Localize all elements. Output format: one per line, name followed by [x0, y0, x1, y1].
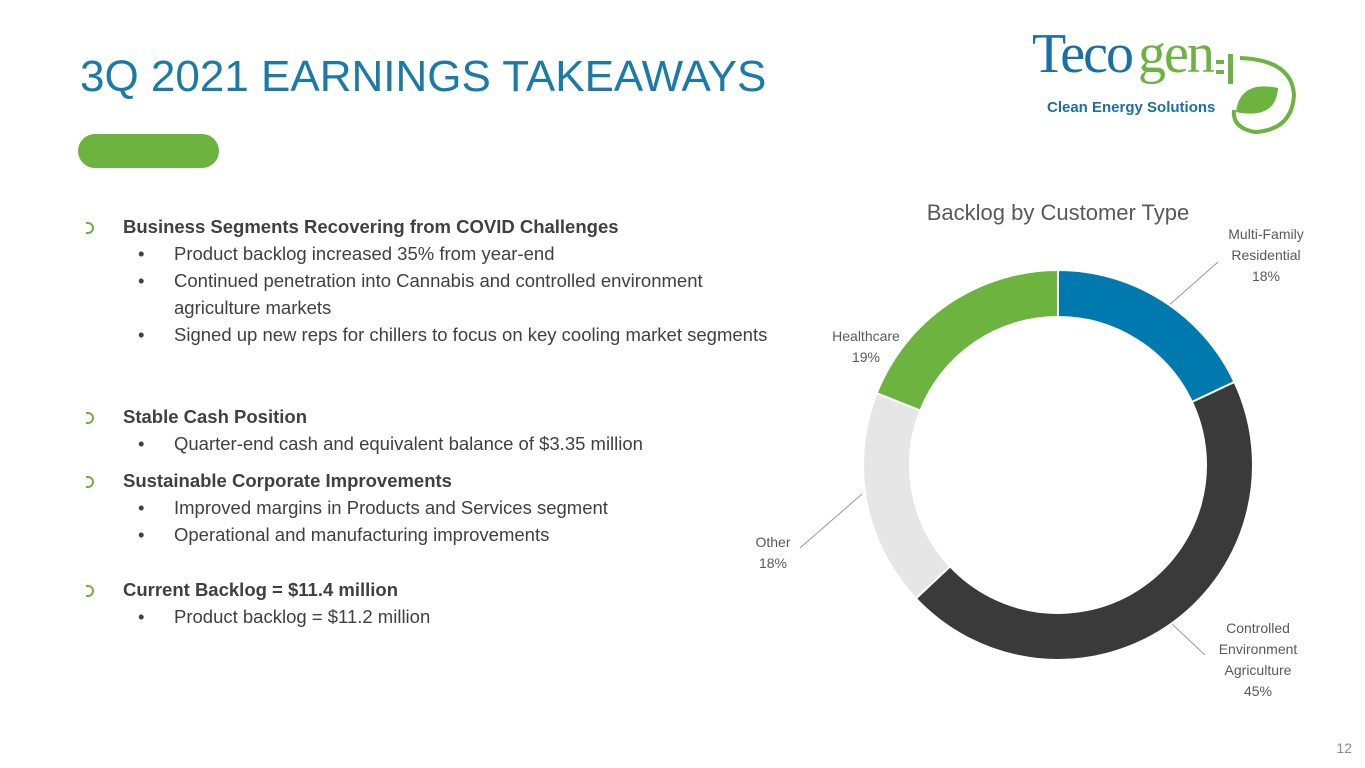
donut-slice [862, 391, 952, 600]
section-heading: Current Backlog = $11.4 million [84, 576, 804, 603]
value-label: 45% [1243, 683, 1273, 699]
data-label: Controlled Environment Agriculture 45% [1203, 618, 1313, 702]
bullet-item: Product backlog increased 35% from year-… [138, 240, 794, 267]
bullet-item: Quarter-end cash and equivalent balance … [138, 430, 794, 457]
category-label: Controlled Environment Agriculture [1218, 620, 1298, 678]
category-label: Other [755, 534, 791, 550]
bullet-item: Operational and manufacturing improvemen… [138, 521, 794, 548]
chart-title: Backlog by Customer Type [927, 200, 1190, 225]
data-label: Other 18% [738, 532, 808, 574]
logo-brand: Teco [1032, 23, 1134, 85]
data-label: Healthcare 19% [816, 326, 916, 368]
logo-brand: gen [1138, 23, 1215, 85]
data-label: Multi-Family Residential 18% [1216, 224, 1316, 287]
value-label: 18% [1251, 268, 1281, 284]
donut-slice [875, 268, 1059, 412]
bullet-item: Signed up new reps for chillers to focus… [138, 321, 794, 348]
category-label: Healthcare [832, 328, 900, 344]
bullet-item: Product backlog = $11.2 million [138, 603, 794, 630]
section-heading: Stable Cash Position [84, 403, 804, 430]
donut-slice [914, 380, 1254, 661]
category-label: Multi-Family Residential [1228, 226, 1304, 263]
logo-tagline: Clean Energy Solutions [1047, 99, 1216, 116]
section-heading: Business Segments Recovering from COVID … [84, 213, 804, 240]
section-heading: Sustainable Corporate Improvements [84, 467, 804, 494]
page-number: 12 [1336, 740, 1352, 756]
slide-title: 3Q 2021 EARNINGS TAKEAWAYS [80, 52, 767, 101]
bullet-item: Improved margins in Products and Service… [138, 494, 794, 521]
section: Stable Cash PositionQuarter-end cash and… [84, 403, 804, 457]
logo-icon [1216, 54, 1297, 135]
section: Business Segments Recovering from COVID … [84, 213, 804, 348]
section: Current Backlog = $11.4 millionProduct b… [84, 576, 804, 630]
donut-slice [1057, 268, 1236, 404]
value-label: 19% [851, 349, 881, 365]
logo: Teco gen Clean Energy Solutions [1030, 22, 1310, 137]
accent-bar [78, 134, 219, 168]
leader-line [799, 493, 863, 549]
bullet-item: Continued penetration into Cannabis and … [138, 267, 794, 321]
section: Sustainable Corporate ImprovementsImprov… [84, 467, 804, 548]
value-label: 18% [758, 555, 788, 571]
